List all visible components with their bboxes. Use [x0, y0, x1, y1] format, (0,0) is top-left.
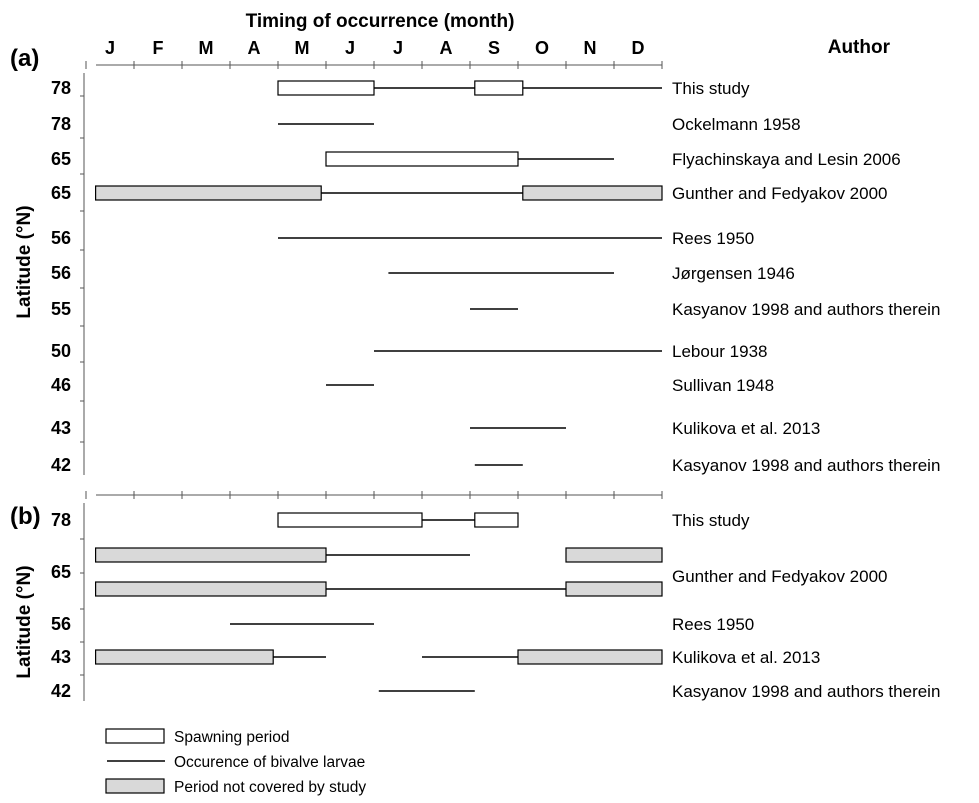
- latitude-label: 78: [51, 510, 71, 530]
- latitude-label: 42: [51, 455, 71, 475]
- chart-title: Timing of occurrence (month): [246, 11, 515, 32]
- author-label: Rees 1950: [672, 615, 754, 634]
- legend-label: Period not covered by study: [174, 779, 366, 796]
- spawning-bar: [474, 512, 519, 528]
- not-covered-bar: [94, 185, 322, 201]
- not-covered-bar: [94, 581, 327, 597]
- latitude-label: 78: [51, 78, 71, 98]
- author-label: Sullivan 1948: [672, 376, 774, 395]
- author-column-header: Author: [828, 37, 891, 58]
- legend-label: Spawning period: [174, 729, 289, 746]
- not-covered-bar: [94, 547, 327, 563]
- author-label: Lebour 1938: [672, 342, 767, 361]
- month-tick-label: A: [248, 38, 261, 58]
- month-tick-label: J: [345, 38, 355, 58]
- latitude-label: 56: [51, 614, 71, 634]
- not-covered-bar: [517, 649, 663, 665]
- author-label: Jørgensen 1946: [672, 264, 795, 283]
- month-tick-label: M: [199, 38, 214, 58]
- author-label: This study: [672, 511, 750, 530]
- month-tick-label: A: [440, 38, 453, 58]
- latitude-label: 50: [51, 341, 71, 361]
- legend-not_covered-swatch: [105, 778, 165, 794]
- latitude-label: 42: [51, 681, 71, 701]
- month-tick-label: N: [584, 38, 597, 58]
- author-label: This study: [672, 79, 750, 98]
- not-covered-bar: [565, 547, 663, 563]
- author-label: Gunther and Fedyakov 2000: [672, 567, 887, 586]
- author-label: Kasyanov 1998 and authors therein: [672, 456, 940, 475]
- latitude-label: 65: [51, 183, 71, 203]
- author-label: Kulikova et al. 2013: [672, 648, 820, 667]
- latitude-label: 65: [51, 149, 71, 169]
- month-tick-label: O: [535, 38, 549, 58]
- y-axis-label: Latitude (°N): [14, 205, 35, 318]
- author-label: Gunther and Fedyakov 2000: [672, 184, 887, 203]
- axes-layer: J F M A M J J A S O N D (a) Latitude (°N) 78 This study…: [10, 38, 940, 701]
- latitude-label: 56: [51, 263, 71, 283]
- marks-layer: [94, 80, 663, 692]
- spawning-bar: [325, 151, 519, 167]
- not-covered-bar: [94, 649, 274, 665]
- author-label: Kasyanov 1998 and authors therein: [672, 682, 940, 701]
- month-tick-label: J: [105, 38, 115, 58]
- y-axis-label: Latitude (°N): [14, 565, 35, 678]
- latitude-label: 43: [51, 418, 71, 438]
- month-tick-label: J: [393, 38, 403, 58]
- author-label: Flyachinskaya and Lesin 2006: [672, 150, 901, 169]
- not-covered-bar: [522, 185, 663, 201]
- month-tick-label: S: [488, 38, 500, 58]
- legend-spawning-swatch: [105, 728, 165, 744]
- panel-label: (b): [10, 503, 41, 530]
- spawning-bar: [277, 80, 375, 96]
- month-tick-label: M: [295, 38, 310, 58]
- month-tick-label: F: [153, 38, 164, 58]
- panel-label: (a): [10, 45, 39, 72]
- latitude-label: 65: [51, 562, 71, 582]
- spawning-bar: [277, 512, 423, 528]
- spawning-bar: [474, 80, 524, 96]
- author-label: Ockelmann 1958: [672, 115, 801, 134]
- author-label: Rees 1950: [672, 229, 754, 248]
- latitude-label: 78: [51, 114, 71, 134]
- latitude-label: 56: [51, 228, 71, 248]
- latitude-label: 46: [51, 375, 71, 395]
- legend-label: Occurence of bivalve larvae: [174, 754, 365, 771]
- month-tick-label: D: [632, 38, 645, 58]
- not-covered-bar: [565, 581, 663, 597]
- latitude-label: 55: [51, 299, 71, 319]
- author-label: Kasyanov 1998 and authors therein: [672, 300, 940, 319]
- legend: Spawning period Occurence of bivalve larv…: [105, 728, 366, 796]
- author-label: Kulikova et al. 2013: [672, 419, 820, 438]
- latitude-label: 43: [51, 647, 71, 667]
